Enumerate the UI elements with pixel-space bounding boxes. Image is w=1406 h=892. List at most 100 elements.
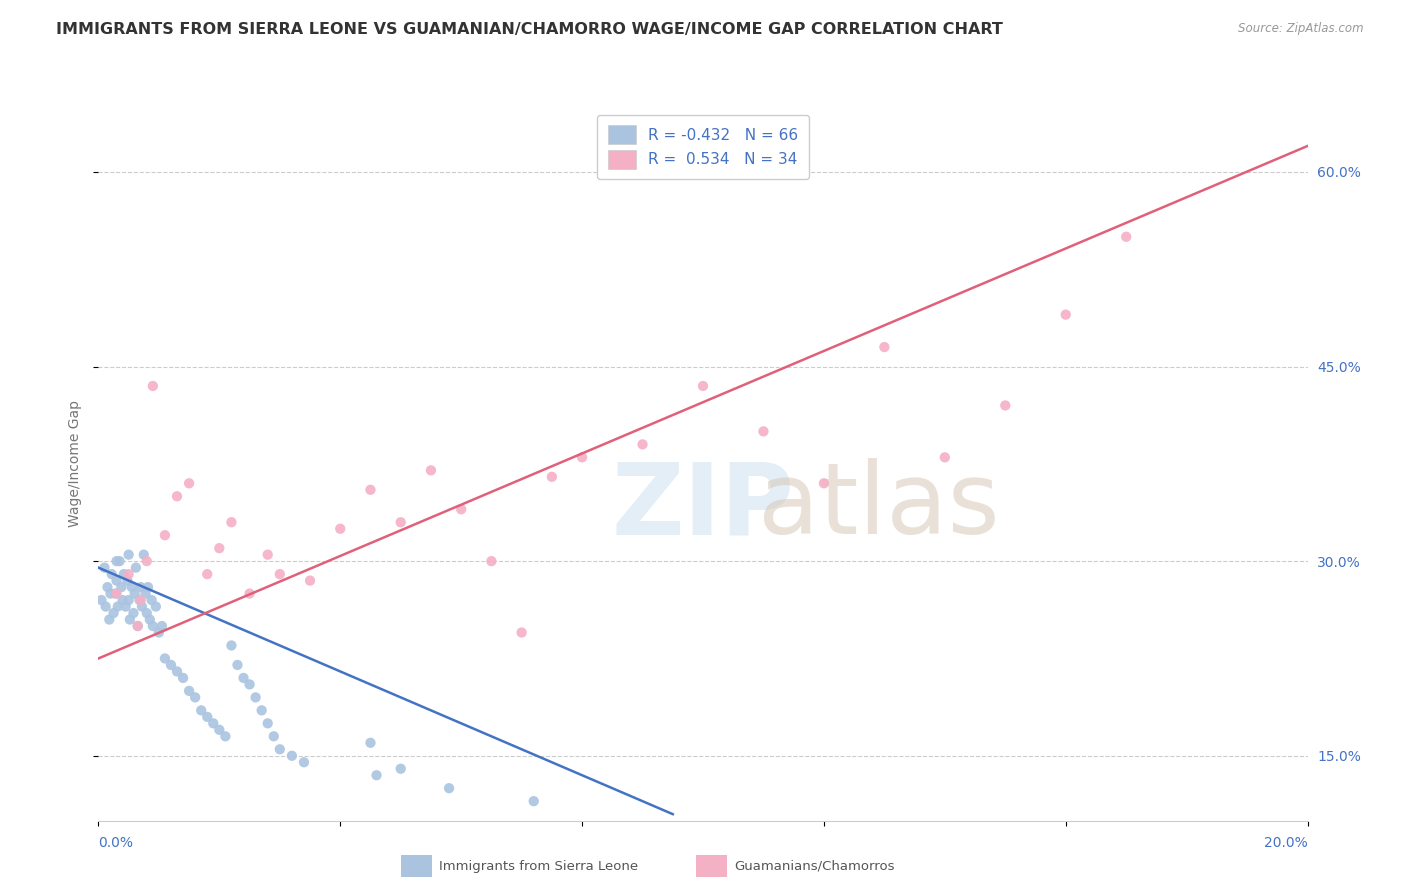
Point [571,450,593,465]
Point [100,586,122,600]
Point [111,593,134,607]
Text: IMMIGRANTS FROM SIERRA LEONE VS GUAMANIAN/CHAMORRO WAGE/INCOME GAP CORRELATION C: IMMIGRANTS FROM SIERRA LEONE VS GUAMANIA… [56,22,1002,37]
Point [752,425,775,439]
Point [135,606,157,620]
Point [100,567,122,582]
Point [172,671,194,685]
Point [122,606,145,620]
Point [179,684,201,698]
Point [934,450,956,465]
Legend: R = -0.432   N = 66, R =  0.534   N = 34: R = -0.432 N = 66, R = 0.534 N = 34 [598,115,808,179]
Point [139,613,162,627]
Point [118,613,141,627]
Point [118,548,141,562]
Point [245,690,267,705]
Point [256,548,278,562]
Point [299,574,322,588]
Point [1115,229,1137,244]
Point [98,613,121,627]
Point [135,586,157,600]
Point [1054,308,1077,322]
Point [437,781,460,796]
Text: 20.0%: 20.0% [1264,836,1308,850]
Point [166,489,188,503]
Point [813,476,835,491]
Point [292,756,315,770]
Point [112,567,135,582]
Point [96,580,118,594]
Point [631,437,654,451]
Point [93,560,115,574]
Point [202,716,225,731]
Point [510,625,533,640]
Point [153,528,176,542]
Point [232,671,254,685]
Point [135,554,157,568]
Point [250,703,273,717]
Point [214,729,236,743]
Text: atlas: atlas [758,458,1000,555]
Point [281,748,304,763]
Point [873,340,896,354]
Point [104,586,127,600]
Point [692,379,714,393]
Point [208,723,231,737]
Point [108,554,131,568]
Text: Source: ZipAtlas.com: Source: ZipAtlas.com [1239,22,1364,36]
Point [239,586,262,600]
Point [221,639,243,653]
Point [239,677,262,691]
Point [150,619,173,633]
Point [166,665,188,679]
Point [329,522,352,536]
Text: Immigrants from Sierra Leone: Immigrants from Sierra Leone [439,860,638,872]
Point [121,580,143,594]
Point [118,567,141,582]
Point [256,716,278,731]
Point [366,768,388,782]
Point [142,619,165,633]
Point [208,541,231,556]
Point [105,574,128,588]
Point [128,593,150,607]
Text: 0.0%: 0.0% [98,836,134,850]
Point [195,567,218,582]
Point [153,651,176,665]
Point [103,606,125,620]
Point [105,554,128,568]
Point [131,599,153,614]
Point [450,502,472,516]
Point [117,574,139,588]
Point [263,729,285,743]
Point [148,625,170,640]
Point [195,710,218,724]
Point [94,599,117,614]
Point [142,379,165,393]
Point [994,399,1017,413]
Point [226,657,249,672]
Point [110,580,132,594]
Point [145,599,167,614]
Point [269,567,291,582]
Point [114,599,136,614]
Point [420,463,443,477]
Point [389,515,412,529]
Point [160,657,183,672]
Point [124,586,146,600]
Point [136,580,159,594]
Point [118,593,141,607]
Point [360,736,382,750]
Y-axis label: Wage/Income Gap: Wage/Income Gap [67,401,82,527]
Point [481,554,503,568]
Point [190,703,212,717]
Point [90,593,112,607]
Point [141,593,163,607]
Text: ZIP: ZIP [612,458,794,555]
Point [269,742,291,756]
Point [132,548,155,562]
Point [389,762,412,776]
Point [107,599,129,614]
Point [127,619,149,633]
Point [129,593,152,607]
Point [129,580,152,594]
